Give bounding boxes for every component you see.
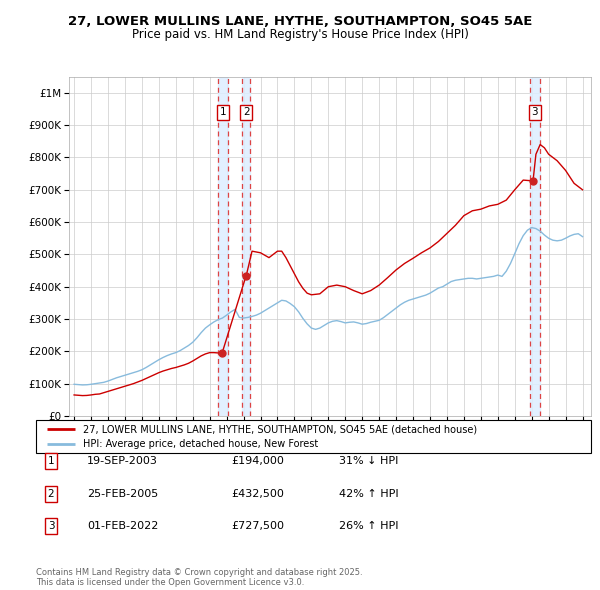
Text: HPI: Average price, detached house, New Forest: HPI: Average price, detached house, New … [83,439,319,449]
Text: 26% ↑ HPI: 26% ↑ HPI [339,522,398,531]
Text: £727,500: £727,500 [231,522,284,531]
Text: 2: 2 [47,489,55,499]
Text: 1: 1 [220,107,226,117]
Text: Contains HM Land Registry data © Crown copyright and database right 2025.
This d: Contains HM Land Registry data © Crown c… [36,568,362,587]
Bar [218,77,228,416]
Text: 42% ↑ HPI: 42% ↑ HPI [339,489,398,499]
Text: £194,000: £194,000 [231,457,284,466]
Text: 01-FEB-2022: 01-FEB-2022 [87,522,158,531]
Text: Price paid vs. HM Land Registry's House Price Index (HPI): Price paid vs. HM Land Registry's House … [131,28,469,41]
Text: 3: 3 [47,522,55,531]
Text: 25-FEB-2005: 25-FEB-2005 [87,489,158,499]
Text: 2: 2 [243,107,250,117]
Text: 27, LOWER MULLINS LANE, HYTHE, SOUTHAMPTON, SO45 5AE (detached house): 27, LOWER MULLINS LANE, HYTHE, SOUTHAMPT… [83,424,478,434]
Bar [530,77,540,416]
Text: 1: 1 [47,457,55,466]
Text: 19-SEP-2003: 19-SEP-2003 [87,457,158,466]
Bar [242,77,250,416]
Text: 27, LOWER MULLINS LANE, HYTHE, SOUTHAMPTON, SO45 5AE: 27, LOWER MULLINS LANE, HYTHE, SOUTHAMPT… [68,15,532,28]
Text: £432,500: £432,500 [231,489,284,499]
Text: 31% ↓ HPI: 31% ↓ HPI [339,457,398,466]
Text: 3: 3 [532,107,538,117]
